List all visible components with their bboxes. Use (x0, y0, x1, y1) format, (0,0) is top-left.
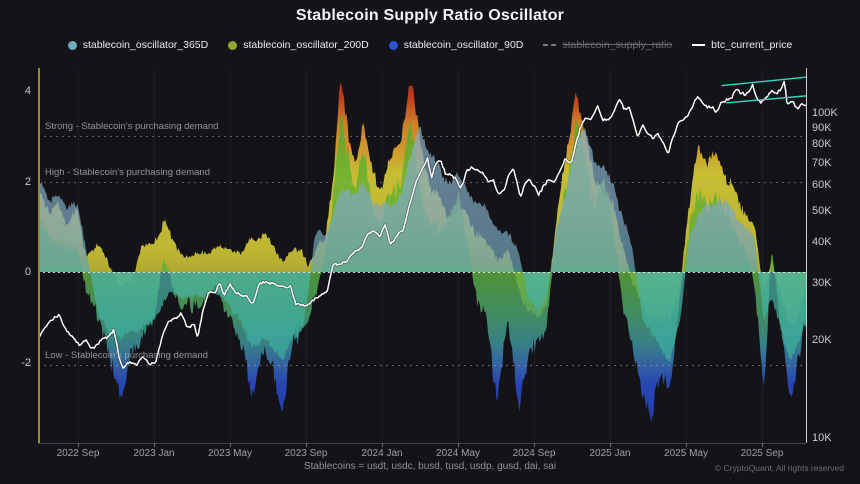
x-axis-tick-2023-Jan: 2023 Jan (133, 448, 175, 459)
threshold-label-strong: Strong - Stablecoin's purchasing demand (45, 121, 219, 133)
right-axis-tick-30K: 30K (812, 276, 832, 289)
threshold-label-low: Low - Stablecoin's purchasing demand (45, 349, 208, 361)
right-axis-tick-20K: 20K (812, 334, 832, 347)
x-axis-tick-2025-Jan: 2025 Jan (589, 448, 631, 459)
x-axis-tick-2023-May: 2023 May (208, 448, 252, 459)
right-axis-tick-90K: 90K (812, 121, 832, 134)
right-axis-tick-80K: 80K (812, 138, 832, 151)
x-axis-tick-2024-Sep: 2024 Sep (512, 448, 556, 459)
threshold-label-high: High - Stablecoin's purchasing demand (45, 166, 210, 178)
left-axis-tick-0: 0 (24, 266, 31, 278)
left-axis-tick-4: 4 (24, 85, 31, 97)
right-axis-tick-50K: 50K (812, 204, 832, 217)
left-axis-tick--2: -2 (21, 356, 31, 369)
right-axis-tick-100K: 100K (812, 107, 838, 119)
copyright-note: © CryptoQuant. All rights reserved (714, 463, 844, 473)
x-axis-tick-2023-Sep: 2023 Sep (284, 448, 328, 459)
x-axis-tick-2025-Sep: 2025 Sep (740, 448, 784, 459)
left-axis-tick-2: 2 (24, 175, 31, 188)
right-axis-tick-10K: 10K (812, 432, 832, 444)
right-axis-tick-70K: 70K (812, 157, 832, 170)
stablecoins-footnote: Stablecoins = usdt, usdc, busd, tusd, us… (303, 461, 557, 472)
x-axis-tick-2025-May: 2025 May (664, 448, 708, 459)
x-axis-tick-2024-Jan: 2024 Jan (361, 448, 403, 459)
right-axis-tick-60K: 60K (812, 179, 832, 192)
x-axis-tick-2022-Sep: 2022 Sep (56, 448, 100, 459)
x-axis-tick-2024-May: 2024 May (436, 448, 480, 459)
right-axis-tick-40K: 40K (812, 236, 832, 249)
